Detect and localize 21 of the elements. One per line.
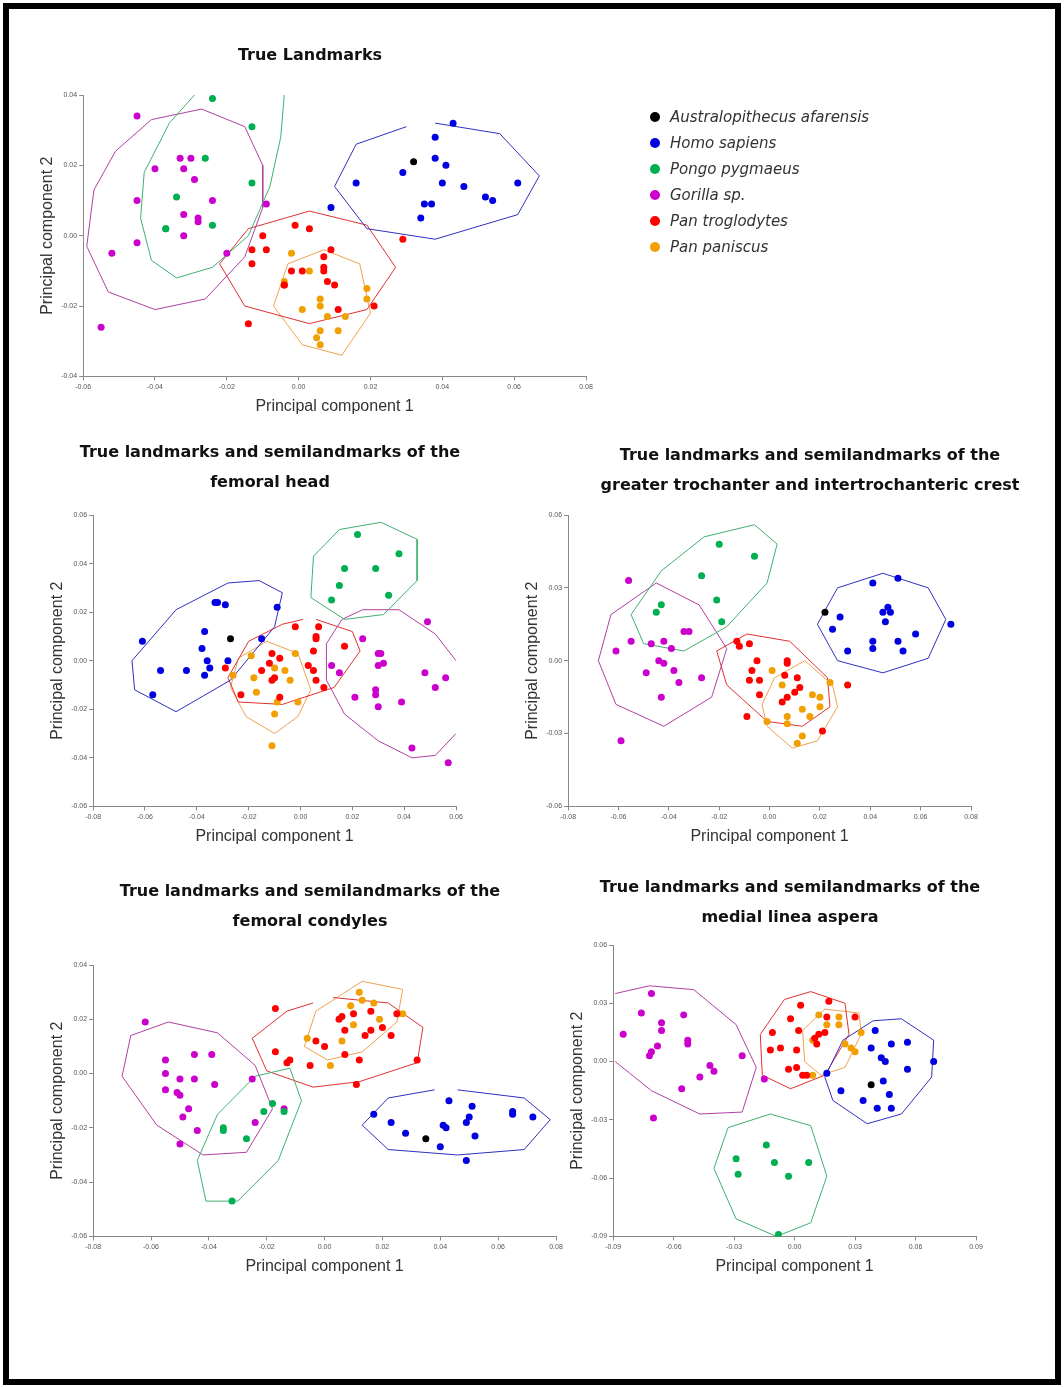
x-axis-title: Principal component 1 [195,826,354,844]
chart-title: True Landmarks [236,44,384,66]
legend-label: Homo sapiens [670,133,777,154]
x-axis-title: Principal component 1 [245,1256,404,1274]
chart-title: True landmarks and semilandmarks of the femoral head [78,441,462,493]
legend-label: Gorilla sp. [670,185,746,206]
x-axis-title: Principal component 1 [715,1256,874,1274]
legend-label: Pan paniscus [670,237,769,258]
y-axis-title: Principal component 2 [568,1011,586,1170]
x-axis-title: Principal component 1 [690,826,849,844]
y-axis-title: Principal component 2 [48,1021,66,1180]
chart-title: True landmarks and semilandmarks of the greater trochanter and intertrochanteric crest [599,444,1021,496]
legend-label: Australopithecus afarensis [670,107,870,128]
legend-label: Pan troglodytes [670,211,788,232]
legend-label: Pongo pygmaeus [670,159,800,180]
x-axis-title: Principal component 1 [255,396,414,414]
chart-title: True landmarks and semilandmarks of the femoral condyles [118,880,502,932]
y-axis-title: Principal component 2 [523,581,541,740]
y-axis-title: Principal component 2 [38,156,56,315]
y-axis-title: Principal component 2 [48,581,66,740]
chart-title: True landmarks and semilandmarks of the medial linea aspera [598,876,982,928]
